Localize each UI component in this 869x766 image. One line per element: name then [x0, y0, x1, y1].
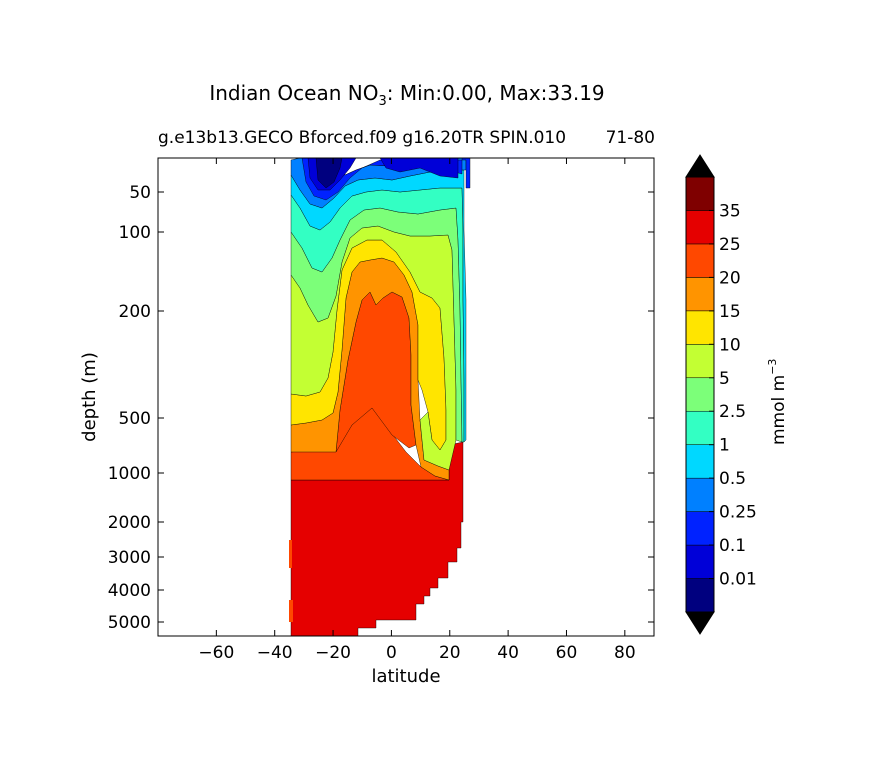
- contour-band-below-0p01: [315, 158, 343, 189]
- colorbar-tick-label: 35: [719, 201, 741, 221]
- colorbar-band: [685, 544, 715, 579]
- plot-frame: [157, 157, 655, 637]
- colorbar-tick-label: 5: [719, 369, 730, 389]
- x-tick-label: 80: [614, 643, 636, 663]
- colorbar-band: [685, 377, 715, 412]
- x-tick-label: −40: [257, 643, 293, 663]
- y-tick-label: 3000: [108, 548, 151, 568]
- colorbar-band: [685, 243, 715, 278]
- colorbar-tick-label: 0.5: [719, 469, 746, 489]
- colorbar-tick-label: 2.5: [719, 402, 746, 422]
- colorbar-extend-min: [685, 611, 715, 635]
- y-tick-label: 50: [129, 183, 151, 203]
- y-tick-label: 200: [119, 302, 151, 322]
- colorbar-band: [685, 210, 715, 245]
- y-axis-label: depth (m): [79, 352, 100, 442]
- colorbar-band: [685, 444, 715, 479]
- x-tick-label: 60: [556, 643, 578, 663]
- colorbar-frame: [685, 176, 715, 613]
- colorbar-tick-label: 0.01: [719, 570, 757, 590]
- x-tick-label: 20: [439, 643, 461, 663]
- colorbar-tick-label: 10: [719, 335, 741, 355]
- colorbar-band: [685, 344, 715, 379]
- x-tick-label: 0: [386, 643, 397, 663]
- chart-title: Indian Ocean NO3: Min:0.00, Max:33.19: [209, 81, 604, 109]
- colorbar-tick-label: 0.1: [719, 536, 746, 556]
- plot-area: −60 −40 −20 0 20 40 60 80 50 100 200 500 1000 2000 30…: [79, 157, 655, 687]
- x-axis: −60 −40 −20 0 20 40 60 80: [198, 158, 636, 663]
- chart-subtitle-right: 71-80: [606, 128, 655, 148]
- colorbar-band: [685, 410, 715, 445]
- colorbar-band: [685, 176, 715, 211]
- x-tick-label: −20: [315, 643, 351, 663]
- colorbar-tick-label: 25: [719, 235, 741, 255]
- colorbar-units-label: mmol m−3: [766, 359, 789, 445]
- colorbar-band: [685, 578, 715, 613]
- contour-field: [289, 158, 471, 636]
- y-tick-label: 5000: [108, 613, 151, 633]
- y-tick-label: 100: [119, 223, 151, 243]
- colorbar-tick-label: 20: [719, 268, 741, 288]
- colorbar-band: [685, 477, 715, 512]
- colorbar-extend-max: [685, 154, 715, 178]
- x-axis-label: latitude: [371, 666, 440, 687]
- colorbar-band: [685, 310, 715, 345]
- chart-subtitle-left: g.e13b13.GECO Bforced.f09 g16.20TR SPIN.…: [158, 128, 566, 148]
- y-tick-label: 500: [119, 409, 151, 429]
- colorbar-band: [685, 511, 715, 546]
- colorbar-tick-label: 1: [719, 436, 730, 456]
- contour-deep-cell: [289, 600, 293, 622]
- x-tick-label: −60: [198, 643, 234, 663]
- colorbar-band: [685, 277, 715, 312]
- y-tick-label: 4000: [108, 581, 151, 601]
- colorbar-tick-label: 0.25: [719, 503, 757, 523]
- y-axis: 50 100 200 500 1000 2000 3000 4000 5000: [108, 183, 654, 633]
- contour-band-0p01-0p1: [307, 158, 459, 191]
- x-tick-label: 40: [497, 643, 519, 663]
- colorbar-tick-label: 15: [719, 302, 741, 322]
- y-tick-label: 2000: [108, 513, 151, 533]
- colorbar: 0.01 0.1 0.25 0.5 1 2.5 5 10 15 20 25 35: [685, 154, 757, 635]
- contour-deep-cell: [289, 540, 292, 568]
- y-tick-label: 1000: [108, 464, 151, 484]
